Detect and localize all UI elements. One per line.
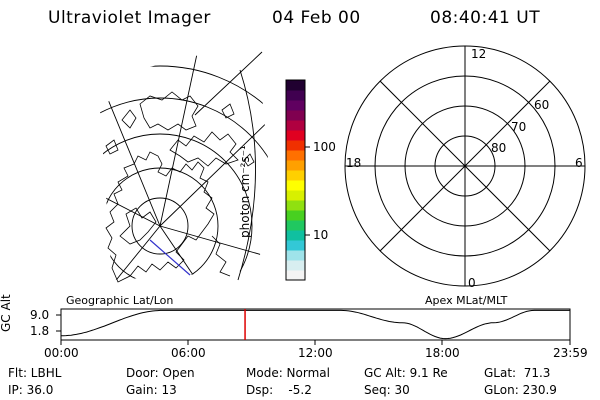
- colorbar-segment: [286, 80, 305, 91]
- colorbar-segment: [286, 240, 305, 251]
- colorbar-segment: [286, 270, 305, 281]
- colorbar-segment: [286, 210, 305, 221]
- terminator-line: [149, 239, 191, 276]
- info-dsp: Dsp: -5.2: [246, 383, 312, 397]
- timeline: [56, 308, 571, 345]
- colorbar-segment: [286, 130, 305, 141]
- time-label: 08:40:41 UT: [430, 8, 541, 28]
- timeline-xtick-label-0600: 06:00: [171, 346, 206, 360]
- colorbar-segment: [286, 150, 305, 161]
- coastline-north-america: [105, 151, 215, 283]
- coastline-west: [211, 235, 231, 277]
- info-seq: Seq: 30: [364, 383, 410, 397]
- colorbar-segment: [286, 200, 305, 211]
- colorbar-segment: [286, 260, 305, 271]
- colorbar-segment: [286, 110, 305, 121]
- coastline-greenland: [139, 91, 199, 131]
- polar-label-lat-60: 60: [534, 98, 550, 112]
- polar-label-lat-80: 80: [491, 141, 507, 155]
- info-gc-alt: GC Alt: 9.1 Re: [364, 366, 448, 380]
- colorbar-label-100: 100: [313, 140, 336, 154]
- colorbar-segment: [286, 230, 305, 241]
- timeline-ytick-label-9: 9.0: [30, 308, 50, 322]
- timeline-xtick-label-1800: 18:00: [425, 346, 460, 360]
- map-edge-arc: [237, 69, 256, 281]
- colorbar-segment: [286, 160, 305, 171]
- timeline-left-caption: Geographic Lat/Lon: [66, 294, 174, 307]
- coastline-islands: [105, 103, 255, 167]
- colorbar-segment: [286, 220, 305, 231]
- info-gain: Gain: 13: [126, 383, 177, 397]
- colorbar-unit-label: photon cm⁻²s⁻¹: [238, 145, 252, 238]
- colorbar-segment: [286, 90, 305, 101]
- timeline-ytick-label-1-8: 1.8: [30, 324, 50, 338]
- polar-label-mlt-0: 0: [468, 276, 476, 290]
- color-bar: [285, 79, 306, 281]
- info-door: Door: Open: [126, 366, 195, 380]
- info-ip: IP: 36.0: [8, 383, 54, 397]
- timeline-y-axis-label: GC Alt: [0, 294, 13, 332]
- instrument-title: Ultraviolet Imager: [48, 8, 211, 28]
- colorbar-segment: [286, 180, 305, 191]
- colorbar-segment: [286, 250, 305, 261]
- polar-diagonal-2: [379, 80, 551, 252]
- geographic-map: [100, 51, 270, 283]
- timeline-right-caption: Apex MLat/MLT: [425, 294, 508, 307]
- colorbar-segment: [286, 170, 305, 181]
- timeline-xtick-label-0000: 00:00: [44, 346, 79, 360]
- timeline-xtick-label-2359: 23:59: [553, 346, 588, 360]
- meridian-line: [194, 51, 263, 116]
- polar-label-lat-70: 70: [511, 120, 527, 134]
- colorbar-segment: [286, 140, 305, 151]
- colorbar-segment: [286, 100, 305, 111]
- polar-label-mlt-18: 18: [346, 156, 362, 170]
- colorbar-label-10: 10: [313, 228, 329, 242]
- colorbar-segment: [286, 190, 305, 201]
- polar-label-mlt-6: 6: [575, 156, 583, 170]
- polar-plot: [344, 45, 586, 287]
- altitude-curve: [60, 309, 570, 340]
- polar-label-mlt-12: 12: [471, 47, 487, 61]
- date-label: 04 Feb 00: [272, 8, 361, 28]
- info-mode: Mode: Normal: [246, 366, 330, 380]
- map-grid: [100, 55, 270, 280]
- coastline-arctic-islands: [169, 131, 239, 167]
- info-glon: GLon: 230.9: [484, 383, 557, 397]
- coastline-hudson: [119, 207, 157, 245]
- info-filter: Flt: LBHL: [8, 366, 62, 380]
- colorbar-segment: [286, 120, 305, 131]
- info-glat: GLat: 71.3: [484, 366, 551, 380]
- timeline-xtick-label-1200: 12:00: [298, 346, 333, 360]
